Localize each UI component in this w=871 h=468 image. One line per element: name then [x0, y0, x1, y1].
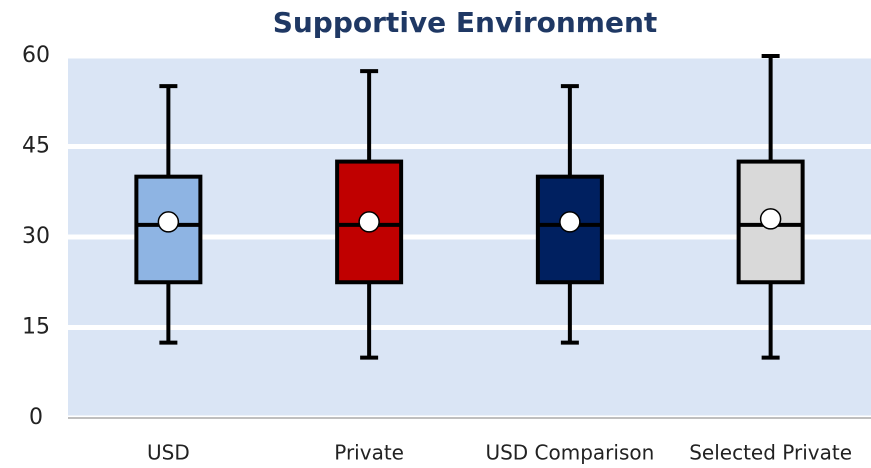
y-tick-label: 45: [22, 134, 50, 159]
mean: [559, 211, 581, 233]
mean: [157, 211, 180, 233]
x-tick-label: Selected Private: [689, 441, 852, 465]
x-tick-label: Private: [334, 441, 404, 465]
chart-title: Supportive Environment: [273, 6, 658, 39]
x-tick-label: USD: [147, 441, 190, 465]
x-tick-label: USD Comparison: [485, 441, 654, 465]
y-tick-label: 0: [29, 405, 43, 430]
y-tick-label: 15: [22, 315, 50, 340]
mean: [759, 208, 782, 230]
y-tick-label: 30: [22, 224, 50, 249]
mean: [358, 211, 380, 233]
box: [736, 159, 805, 285]
y-tick-label: 60: [22, 43, 50, 68]
